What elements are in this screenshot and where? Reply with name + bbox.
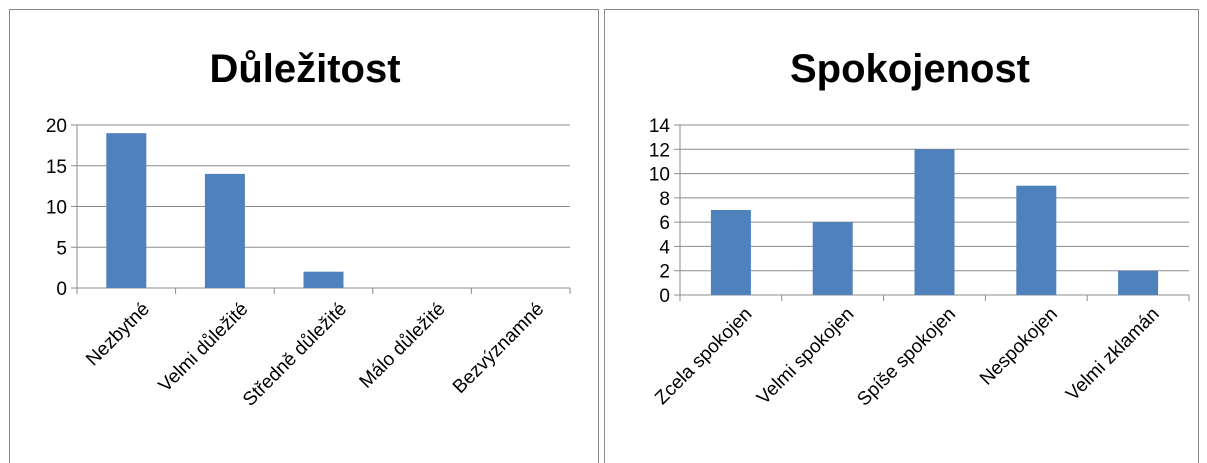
y-tick-label: 0	[56, 279, 67, 300]
category-label: Středně důležité	[239, 299, 351, 411]
category-label: Málo důležité	[356, 299, 450, 393]
y-tick-label: 20	[46, 116, 67, 137]
bar-3	[1016, 185, 1057, 295]
y-tick-label: 4	[659, 237, 670, 258]
category-label: Nespokojen	[976, 304, 1062, 390]
y-tick-label: 10	[46, 198, 67, 219]
y-tick-label: 10	[649, 165, 670, 186]
chart-title-importance: Důležitost	[209, 47, 400, 91]
chart-panel-satisfaction	[604, 9, 1199, 463]
y-tick-label: 8	[659, 189, 670, 210]
y-tick-label: 14	[649, 116, 671, 137]
y-tick-label: 6	[659, 213, 670, 234]
bar-2	[303, 271, 344, 288]
chart-title-satisfaction: Spokojenost	[790, 47, 1030, 91]
bar-2	[914, 149, 955, 295]
category-label: Nezbytné	[82, 299, 154, 371]
bar-0	[710, 210, 751, 295]
category-label: Zcela spokojen	[651, 304, 756, 409]
bar-4	[1118, 270, 1159, 295]
bar-0	[106, 133, 147, 288]
y-tick-label: 15	[46, 157, 67, 178]
y-tick-label: 0	[659, 286, 670, 307]
category-label: Bezvýznamné	[449, 299, 548, 398]
bar-1	[812, 222, 853, 295]
y-tick-label: 2	[659, 262, 670, 283]
bar-1	[204, 173, 245, 288]
category-label: Spíše spokojen	[853, 304, 960, 411]
category-label: Velmi spokojen	[753, 304, 858, 409]
category-label: Velmi zklamán	[1062, 304, 1163, 405]
y-tick-label: 5	[56, 238, 67, 259]
y-tick-label: 12	[649, 140, 670, 161]
category-label: Velmi důležité	[155, 299, 253, 397]
